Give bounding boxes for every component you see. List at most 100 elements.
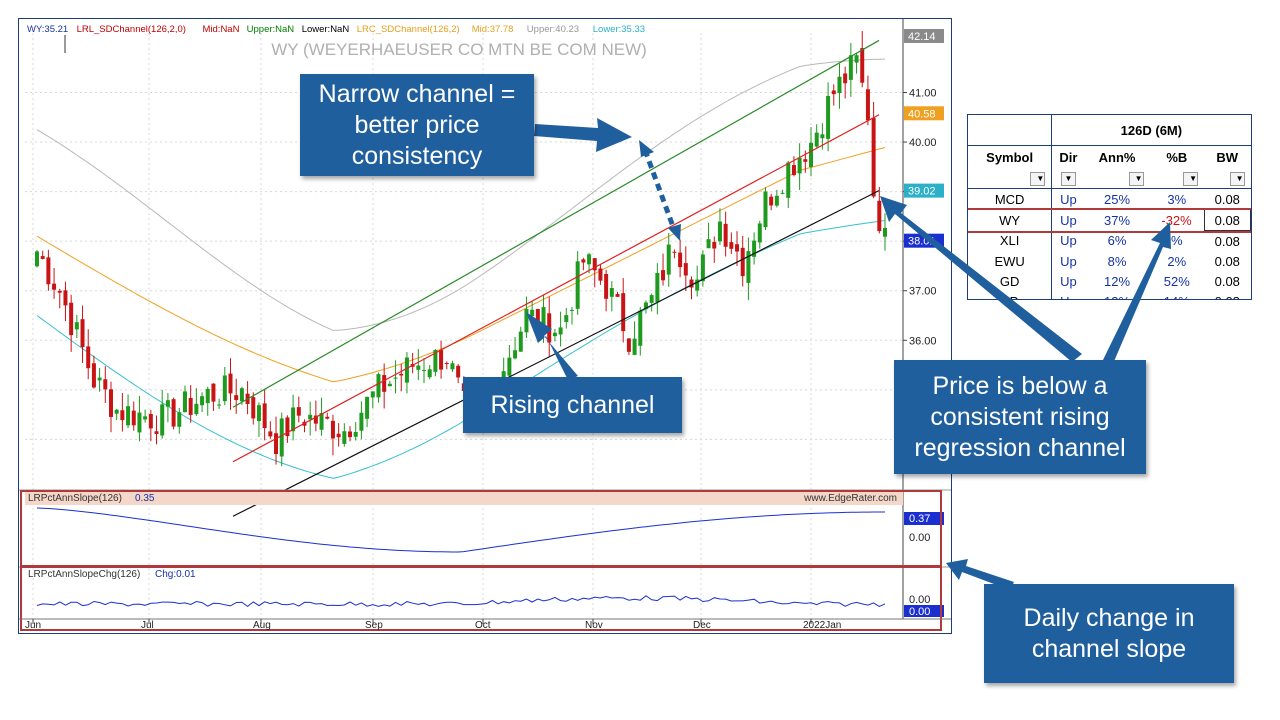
panel1-header-band [25, 491, 903, 505]
cell-dir: Up [1060, 273, 1077, 289]
table-row[interactable]: XPUp13%14%0.08 [968, 291, 1251, 299]
panel2-highlight-box [20, 566, 942, 631]
candle-body [137, 412, 142, 433]
candle-body [433, 350, 438, 372]
candle-body [217, 404, 222, 406]
filter-dir[interactable]: ▼ [1052, 168, 1085, 189]
dropdown-icon[interactable]: ▼ [1128, 171, 1144, 186]
dropdown-icon[interactable]: ▼ [1030, 171, 1046, 186]
candle-body [205, 388, 210, 404]
candle-body [422, 369, 427, 371]
candle-body [609, 288, 614, 297]
candle-body [831, 90, 836, 95]
candle-body [46, 257, 51, 285]
candle-body [746, 251, 751, 283]
candle-body [97, 377, 102, 381]
cell-symbol: MCD [968, 188, 1053, 210]
candle-body [865, 89, 870, 121]
candle-body [404, 357, 409, 383]
col-header-ann: Ann% [1098, 149, 1136, 165]
header-indicator: LRL_SDChannel(126,2,0) [77, 24, 186, 35]
filter-symbol[interactable]: ▼ [968, 168, 1053, 189]
dropdown-icon[interactable]: ▼ [1229, 171, 1245, 186]
candle-body [91, 363, 96, 388]
candle-body [268, 431, 273, 437]
candle-body [439, 350, 444, 370]
sort-filter-icon[interactable]: ▼ [1060, 171, 1076, 186]
x-tick-label: Oct [475, 620, 491, 631]
candle-body [587, 254, 592, 265]
candle-body [513, 350, 518, 359]
header-indicator: Upper:NaN [247, 24, 295, 35]
cell-dir: Up [1060, 233, 1077, 249]
cell-symbol: GD [968, 271, 1053, 291]
candle-body [365, 396, 370, 419]
panel1-badge [904, 512, 944, 525]
channel-upper-line [232, 39, 880, 408]
table-row[interactable]: MCD Up 25% 3% 0.08 [968, 188, 1251, 210]
callout-price-below: Price is below a consistent rising regre… [894, 360, 1146, 474]
x-tick-label: Sep [365, 620, 383, 631]
panel1-badge-label: 0.37 [909, 513, 930, 525]
candle-body [69, 302, 74, 336]
candle-body [387, 383, 392, 387]
candle-body [399, 373, 404, 376]
candle-body [712, 241, 717, 249]
x-tick-label: Dec [693, 620, 711, 631]
candle-body [416, 365, 421, 370]
filter-b[interactable]: ▼ [1150, 168, 1204, 189]
group-header: 126D (6M) [1120, 122, 1183, 138]
y-tick-label: 41.00 [909, 87, 937, 99]
candle-body [444, 363, 449, 365]
candle-body [820, 134, 825, 139]
symbol-spacer [968, 115, 1053, 146]
candle-body [262, 403, 267, 429]
candle-body [592, 258, 597, 271]
candle-body [769, 196, 774, 206]
y-tick-label: 40.00 [909, 137, 937, 149]
candle-body [450, 363, 455, 370]
col-header-b: %B [1166, 149, 1188, 165]
x-tick-label: 2022Jan [803, 620, 841, 631]
candle-body [860, 48, 865, 83]
cell-bw: 0.08 [1214, 273, 1240, 289]
scan-results-table: 126D (6M) Symbol Dir Ann% %B BW ▼ ▼ ▼ ▼ … [967, 114, 1252, 300]
col-header-symbol: Symbol [968, 145, 1053, 168]
candle-body [507, 357, 512, 376]
table-row[interactable]: EWU Up 8% 2% 0.08 [968, 251, 1251, 271]
candle-body [814, 132, 819, 147]
panel2-badge-label: 0.00 [909, 606, 930, 618]
candle-body [370, 391, 375, 398]
candle-body [643, 302, 648, 310]
filter-ann[interactable]: ▼ [1085, 168, 1150, 189]
price-badge [904, 183, 944, 198]
candle-body [757, 223, 762, 243]
candle-body [108, 389, 113, 417]
cell-symbol: XLI [968, 230, 1053, 251]
candle-body [621, 293, 626, 332]
y-tick-label: 37.00 [909, 286, 937, 298]
candle-body [148, 413, 153, 429]
candle-body [735, 244, 740, 252]
candle-body [274, 433, 279, 455]
candle-body [57, 290, 62, 293]
candle-body [182, 391, 187, 413]
dropdown-icon[interactable]: ▼ [1183, 171, 1199, 186]
candle-body [80, 319, 85, 348]
candle-body [296, 407, 301, 416]
candle-body [63, 290, 68, 306]
cell-b: % [1171, 233, 1183, 249]
table-row[interactable]: XLI Up 6%% 0.08 [968, 230, 1251, 251]
price-badge [904, 106, 944, 121]
candle-body [803, 159, 808, 162]
cell-bw: 0.08 [1214, 253, 1240, 269]
candle-body [143, 416, 148, 420]
candle-body [729, 242, 734, 249]
table-row[interactable]: GD Up 12% 52% 0.08 [968, 271, 1251, 291]
candle-body [666, 244, 671, 275]
filter-bw[interactable]: ▼ [1204, 168, 1250, 189]
table-row[interactable]: WY Up 37% -32% 0.08 [968, 207, 1251, 233]
cell-ann: 25% [1104, 191, 1131, 207]
candle-body [518, 331, 523, 352]
upper-band-line [36, 58, 886, 331]
